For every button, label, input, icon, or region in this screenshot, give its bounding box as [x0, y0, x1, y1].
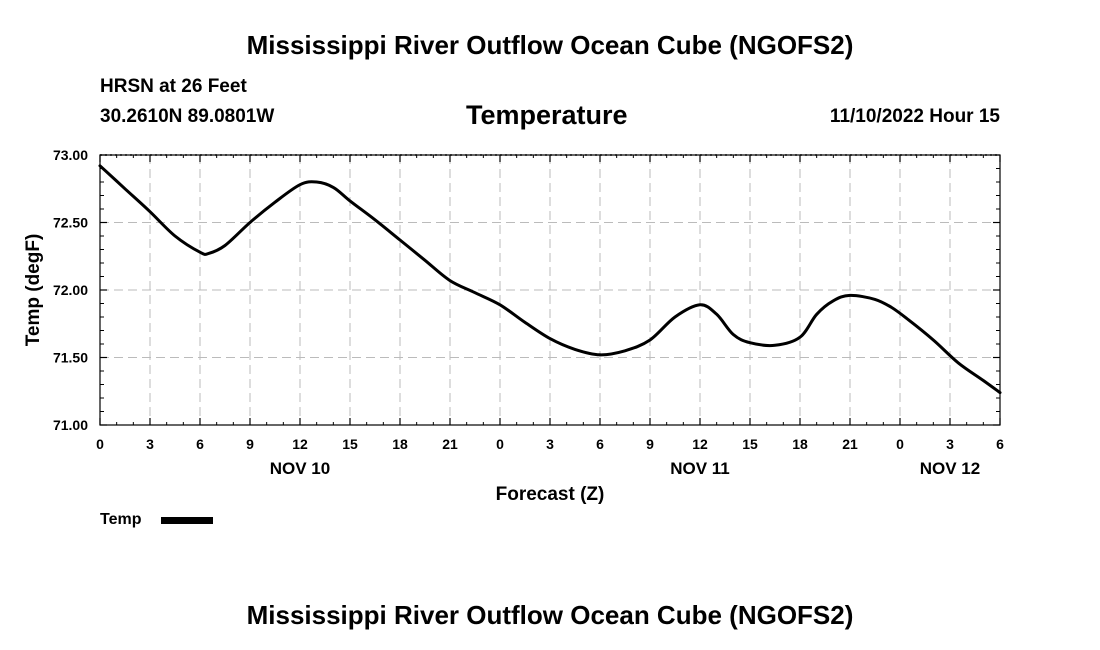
date-label: NOV 10 — [270, 459, 330, 478]
legend-label: Temp — [100, 511, 142, 528]
chart-title: Temperature — [466, 100, 628, 130]
footer-title: Mississippi River Outflow Ocean Cube (NG… — [246, 600, 854, 630]
date-label: NOV 11 — [670, 459, 730, 478]
station-coordinates: 30.2610N 89.0801W — [100, 106, 275, 127]
legend-swatch — [161, 517, 213, 524]
x-tick-label: 3 — [546, 436, 554, 452]
x-axis-label: Forecast (Z) — [496, 484, 605, 505]
x-tick-label: 6 — [596, 436, 604, 452]
x-tick-label: 3 — [146, 436, 154, 452]
y-tick-label: 71.00 — [53, 417, 88, 433]
axis-labels: 0 3 6 9 12 15 18 21 0 3 6 9 12 15 18 21 0 3 6 71.00 71.50 72.… — [53, 147, 1004, 478]
y-tick-label: 71.50 — [53, 350, 88, 366]
x-tick-label: 12 — [692, 436, 708, 452]
x-tick-label: 21 — [842, 436, 858, 452]
axis-ticks — [99, 154, 1001, 426]
date-label: NOV 12 — [920, 459, 980, 478]
temperature-chart: 0 3 6 9 12 15 18 21 0 3 6 9 12 15 18 21 0 3 6 71.00 71.50 72.… — [23, 147, 1004, 528]
main-title: Mississippi River Outflow Ocean Cube (NG… — [246, 30, 854, 60]
x-tick-label: 15 — [342, 436, 358, 452]
y-axis-label: Temp (degF) — [23, 234, 44, 347]
x-tick-label: 12 — [292, 436, 308, 452]
grid-lines — [100, 155, 1000, 425]
x-tick-label: 9 — [646, 436, 654, 452]
y-tick-label: 72.00 — [53, 282, 88, 298]
temp-series-line — [98, 164, 1002, 395]
x-tick-label: 15 — [742, 436, 758, 452]
x-tick-label: 0 — [896, 436, 904, 452]
x-tick-label: 21 — [442, 436, 458, 452]
x-tick-label: 9 — [246, 436, 254, 452]
x-tick-label: 18 — [392, 436, 408, 452]
x-tick-label: 6 — [996, 436, 1004, 452]
x-tick-label: 6 — [196, 436, 204, 452]
y-tick-label: 73.00 — [53, 147, 88, 163]
x-tick-label: 18 — [792, 436, 808, 452]
y-tick-label: 72.50 — [53, 215, 88, 231]
x-tick-label: 0 — [496, 436, 504, 452]
x-tick-label: 0 — [96, 436, 104, 452]
x-tick-label: 3 — [946, 436, 954, 452]
forecast-time: 11/10/2022 Hour 15 — [829, 106, 1000, 127]
station-name: HRSN at 26 Feet — [100, 76, 247, 97]
